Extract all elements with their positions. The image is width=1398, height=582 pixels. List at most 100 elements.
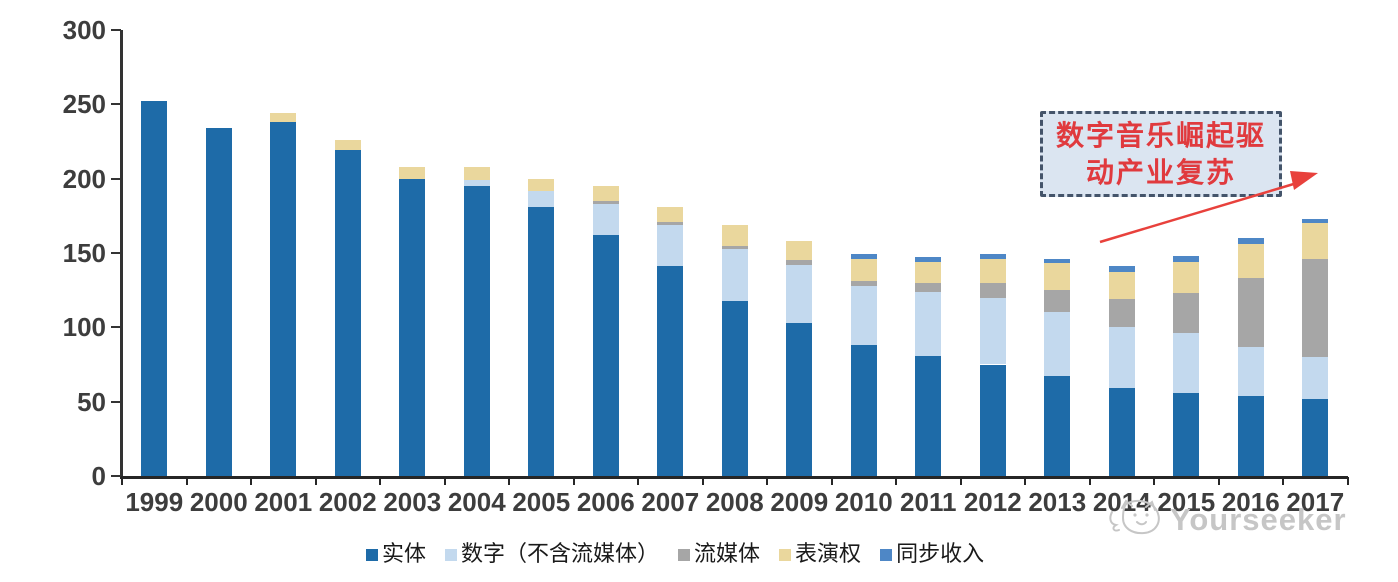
x-axis-tick-label: 2003 [383, 487, 442, 517]
bar-segment-2006 [592, 200, 619, 204]
bar-segment-2006 [592, 235, 619, 476]
bar-segment-2011 [915, 261, 942, 283]
x-axis-tick-label: 2005 [512, 487, 571, 517]
bar-segment-2010 [850, 258, 877, 282]
bar-segment-2003 [399, 166, 426, 179]
x-axis-tick-label: 2000 [189, 487, 248, 517]
bar-segment-2005 [528, 190, 555, 207]
x-axis-tick [1217, 477, 1220, 485]
x-axis-tick-label: 2008 [705, 487, 764, 517]
bar-segment-2012 [979, 282, 1006, 298]
y-axis-tick [111, 103, 121, 106]
bar-segment-2016 [1237, 278, 1264, 347]
x-axis-tick [1282, 477, 1284, 485]
y-axis-tick [111, 400, 121, 403]
bar-segment-2013 [1044, 376, 1071, 476]
x-axis-tick-label: 2013 [1028, 487, 1087, 517]
legend-item: 同步收入 [880, 543, 984, 567]
bar-segment-2002 [334, 150, 361, 476]
x-axis-tick [637, 477, 639, 485]
bar-segment-2010 [850, 345, 877, 476]
cat-logo-icon [1109, 499, 1160, 535]
watermark: Yourseeker [1108, 498, 1347, 542]
x-axis-tick-label: 2009 [770, 487, 829, 517]
bar-segment-2010 [850, 285, 877, 346]
x-axis-tick [1153, 477, 1155, 485]
x-axis-tick-label: 2017 [1286, 487, 1345, 517]
bar-segment-2012 [979, 258, 1006, 283]
legend-item: 流媒体 [678, 543, 760, 567]
annotation-box: 数字音乐崛起驱 动产业复苏 [1040, 111, 1282, 197]
x-axis-tick-label: 2004 [447, 487, 506, 517]
bar-segment-2007 [657, 206, 684, 222]
bar-segment-2005 [528, 178, 555, 191]
bar-segment-2015 [1173, 392, 1200, 476]
legend-item: 实体 [366, 543, 426, 567]
x-axis-tick-label: 2002 [318, 487, 377, 517]
bar-segment-2013 [1044, 263, 1071, 291]
bar-segment-2001 [270, 113, 297, 123]
y-axis-tick [111, 475, 121, 477]
bar-segment-2004 [463, 180, 490, 187]
y-axis-tick [111, 326, 121, 329]
y-axis-tick [111, 177, 121, 180]
bar-segment-2014 [1108, 272, 1135, 300]
bar-segment-2014 [1108, 388, 1135, 476]
bar-segment-2017 [1302, 258, 1329, 358]
y-axis-tick-label: 50 [77, 386, 106, 417]
bar-segment-1999 [141, 101, 168, 476]
legend-swatch [445, 549, 458, 561]
x-axis-tick [250, 477, 252, 485]
x-axis-tick-label: 1999 [125, 487, 184, 517]
legend-label: 同步收入 [896, 542, 985, 567]
bar-segment-2013 [1044, 290, 1071, 313]
bar-segment-2006 [592, 186, 619, 201]
bar-segment-2002 [334, 140, 361, 151]
bar-segment-2001 [270, 122, 297, 476]
legend-swatch [779, 549, 792, 561]
bar-segment-2000 [205, 128, 232, 476]
bar-segment-2013 [1044, 312, 1071, 377]
legend-swatch [678, 549, 691, 561]
legend-item: 数字（不含流媒体） [445, 543, 659, 567]
bar-segment-2009 [786, 322, 813, 476]
x-axis-tick-label: 2010 [834, 487, 893, 517]
bar-segment-2005 [528, 206, 555, 476]
x-axis-tick [1088, 477, 1091, 485]
x-axis-tick [830, 477, 833, 485]
bar-segment-2009 [786, 264, 813, 323]
bar-segment-2011 [915, 257, 942, 262]
y-axis-line [120, 30, 123, 479]
bar-segment-2014 [1108, 327, 1135, 389]
legend-swatch [366, 549, 378, 561]
x-axis-tick [508, 477, 510, 485]
bar-segment-2009 [786, 241, 813, 261]
x-axis-tick [379, 477, 381, 485]
bar-segment-2015 [1173, 255, 1200, 262]
legend-swatch [880, 549, 893, 561]
x-axis-tick [895, 477, 897, 485]
x-axis-line [120, 476, 1348, 479]
bar-segment-2015 [1173, 333, 1200, 393]
y-axis-tick-label: 100 [62, 312, 106, 343]
y-axis-tick [111, 29, 121, 31]
bar-segment-2017 [1302, 218, 1329, 224]
x-axis-tick [959, 477, 962, 485]
bar-segment-2007 [657, 224, 684, 267]
legend-item: 表演权 [779, 543, 861, 567]
bar-segment-2004 [463, 186, 490, 476]
annotation-text-line2: 动产业复苏 [1085, 156, 1236, 189]
y-axis-tick-label: 200 [62, 163, 106, 194]
bar-segment-2017 [1302, 357, 1329, 399]
bar-segment-2008 [721, 245, 748, 249]
bar-segment-2007 [657, 221, 684, 225]
y-axis-tick [111, 252, 121, 254]
x-axis-tick-label: 2015 [1157, 487, 1216, 517]
bar-segment-2012 [979, 364, 1006, 476]
bar-segment-2010 [850, 281, 877, 286]
x-axis-tick-label: 2012 [963, 487, 1022, 517]
bar-segment-2017 [1302, 398, 1329, 476]
y-axis-tick-label: 300 [62, 15, 106, 45]
bar-segment-2008 [721, 300, 748, 476]
